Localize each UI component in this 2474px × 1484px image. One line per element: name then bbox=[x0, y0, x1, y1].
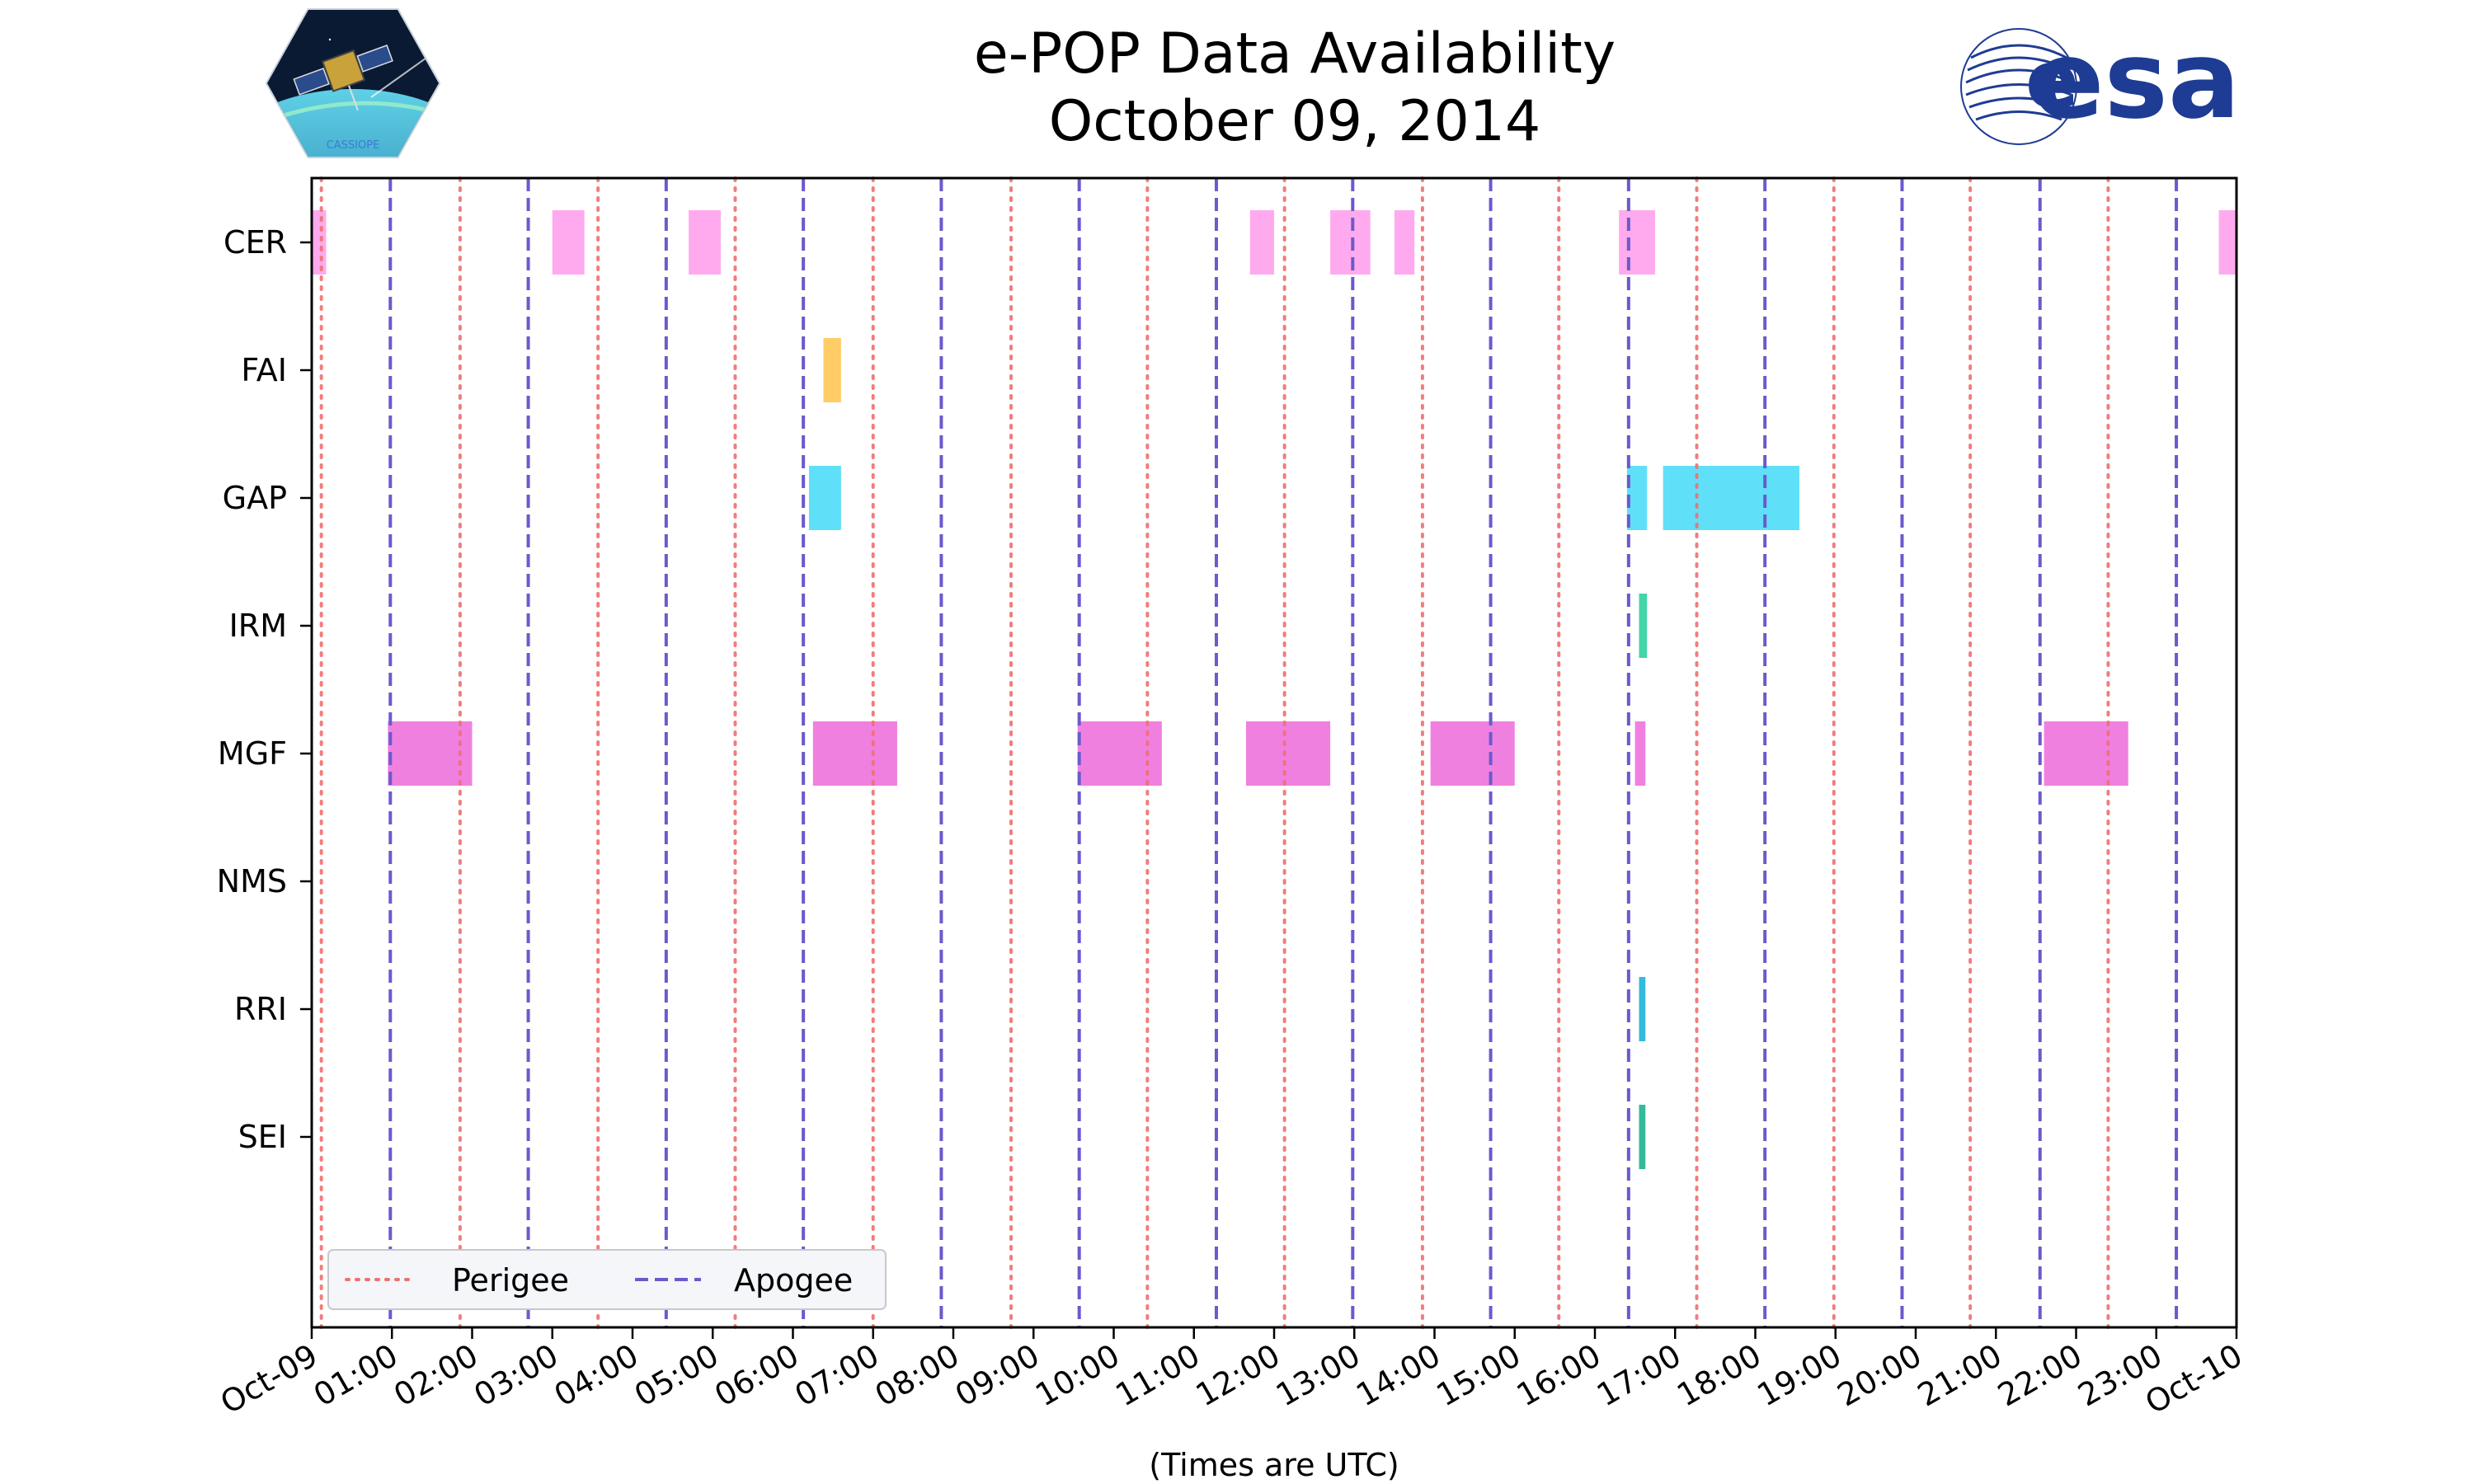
x-tick-label: 20:00 bbox=[1832, 1337, 1928, 1414]
availability-bar-fai bbox=[823, 338, 841, 402]
availability-bar-mgf bbox=[2044, 721, 2128, 786]
availability-bar-irm bbox=[1639, 594, 1648, 658]
cassiope-logo-text: CASSIOPE bbox=[327, 139, 380, 152]
x-tick-label: 06:00 bbox=[708, 1337, 805, 1414]
availability-bar-cer bbox=[1619, 210, 1655, 275]
y-tick-label-nms: NMS bbox=[217, 863, 287, 899]
chart-title: e-POP Data Availability bbox=[973, 21, 1616, 87]
x-tick-label: 13:00 bbox=[1270, 1337, 1366, 1414]
svg-text:e: e bbox=[2025, 34, 2079, 126]
x-tick-label: 07:00 bbox=[788, 1337, 885, 1414]
x-axis-label: (Times are UTC) bbox=[1149, 1447, 1399, 1483]
x-tick-label: 22:00 bbox=[1992, 1337, 2088, 1414]
x-tick-label: 05:00 bbox=[628, 1337, 725, 1414]
availability-bar-mgf bbox=[1634, 721, 1646, 786]
esa-logo: e esa bbox=[1960, 25, 2241, 145]
y-tick-label-cer: CER bbox=[223, 224, 287, 261]
x-tick-label: 10:00 bbox=[1029, 1337, 1126, 1414]
availability-bar-rri bbox=[1639, 977, 1646, 1041]
availability-bar-cer bbox=[2218, 210, 2236, 275]
x-tick-label: 19:00 bbox=[1751, 1337, 1847, 1414]
availability-bar-mgf bbox=[1077, 721, 1162, 786]
x-tick-label: 18:00 bbox=[1671, 1337, 1767, 1414]
availability-bar-cer bbox=[1249, 210, 1274, 275]
availability-bar-cer bbox=[312, 210, 327, 275]
x-tick-label: Oct-09 bbox=[214, 1337, 324, 1421]
y-tick-label-sei: SEI bbox=[238, 1119, 287, 1155]
availability-bar-cer bbox=[1330, 210, 1371, 275]
legend-perigee-label: Perigee bbox=[452, 1262, 569, 1298]
y-tick-label-fai: FAI bbox=[241, 352, 287, 388]
x-tick-label: 08:00 bbox=[869, 1337, 966, 1414]
x-tick-label: 04:00 bbox=[548, 1337, 645, 1414]
esa-logo-text: esa bbox=[2031, 25, 2240, 143]
x-tick-label: 14:00 bbox=[1350, 1337, 1446, 1414]
availability-bar-mgf bbox=[388, 721, 473, 786]
availability-bar-mgf bbox=[812, 721, 897, 786]
availability-bar-cer bbox=[552, 210, 585, 275]
cassiope-mission-logo: CASSIOPE bbox=[265, 8, 441, 158]
legend-box bbox=[327, 1249, 887, 1310]
x-tick-label: 16:00 bbox=[1511, 1337, 1607, 1414]
x-tick-label: 15:00 bbox=[1430, 1337, 1526, 1414]
chart-subtitle-date: October 09, 2014 bbox=[1048, 89, 1541, 154]
availability-bar-gap bbox=[808, 466, 841, 530]
y-tick-label-mgf: MGF bbox=[218, 735, 287, 772]
x-tick-label: 01:00 bbox=[308, 1337, 404, 1414]
x-tick-label: 11:00 bbox=[1109, 1337, 1206, 1414]
availability-bar-mgf bbox=[1430, 721, 1515, 786]
x-tick-label: 21:00 bbox=[1912, 1337, 2008, 1414]
availability-bar-sei bbox=[1639, 1105, 1646, 1169]
availability-bar-gap bbox=[1626, 466, 1648, 530]
x-tick-label: 12:00 bbox=[1190, 1337, 1286, 1414]
x-tick-label: 03:00 bbox=[468, 1337, 564, 1414]
x-tick-label: 09:00 bbox=[949, 1337, 1046, 1414]
y-tick-label-irm: IRM bbox=[229, 608, 287, 644]
legend-apogee-label: Apogee bbox=[734, 1262, 853, 1298]
x-tick-label: 17:00 bbox=[1591, 1337, 1687, 1414]
x-tick-label: 02:00 bbox=[388, 1337, 484, 1414]
availability-bar-mgf bbox=[1245, 721, 1331, 786]
availability-bar-cer bbox=[1394, 210, 1415, 275]
y-tick-label-gap: GAP bbox=[223, 480, 287, 516]
y-tick-label-rri: RRI bbox=[234, 991, 287, 1027]
availability-bar-gap bbox=[1663, 466, 1799, 530]
availability-bar-cer bbox=[689, 210, 721, 275]
